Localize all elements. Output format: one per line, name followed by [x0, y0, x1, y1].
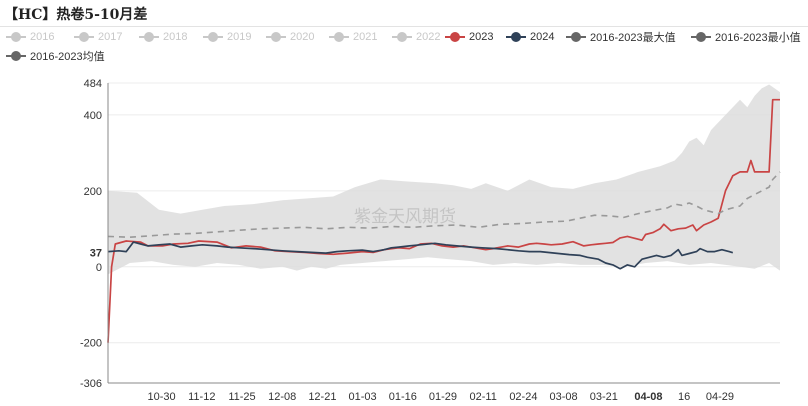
- y-tick-label: -200: [80, 338, 102, 350]
- legend-label: 2016-2023均值: [30, 51, 105, 63]
- legend-marker-icon: [74, 31, 94, 43]
- x-tick-label: 10-30: [148, 391, 176, 403]
- legend-item-2021[interactable]: 2021: [329, 29, 377, 45]
- legend-item-2018[interactable]: 2018: [139, 29, 187, 45]
- y-tick-label: 37: [90, 248, 102, 260]
- legend-marker-icon: [566, 31, 586, 43]
- line-layer: [107, 98, 781, 343]
- title-divider: [0, 26, 808, 27]
- x-tick-label: 12-08: [268, 391, 296, 403]
- legend-marker-icon: [445, 31, 465, 43]
- legend-item-2020[interactable]: 2020: [266, 29, 314, 45]
- legend-item-2019[interactable]: 2019: [203, 29, 251, 45]
- legend-marker-icon: [6, 50, 26, 62]
- watermark: 紫金天风期货: [354, 207, 456, 227]
- y-tick-label: 0: [96, 262, 102, 274]
- series-line-2024: [107, 241, 734, 270]
- y-tick-label: -306: [80, 378, 102, 390]
- legend-marker-icon: [506, 31, 526, 43]
- legend-label: 2016-2023最大值: [590, 32, 676, 44]
- series-line-2023: [107, 98, 780, 343]
- legend-label: 2016-2023最小值: [715, 32, 801, 44]
- max-min-band: [108, 84, 780, 275]
- chart-title: 【HC】热卷5-10月差: [4, 7, 148, 23]
- legend-marker-icon: [392, 31, 412, 43]
- legend-item-2016-2023最小值[interactable]: 2016-2023最小值: [691, 29, 801, 45]
- legend-label: 2020: [290, 31, 315, 43]
- legend-label: 2021: [353, 31, 378, 43]
- x-tick-label: 01-16: [389, 391, 417, 403]
- x-tick-label: 01-29: [429, 391, 457, 403]
- legend-item-2017[interactable]: 2017: [74, 29, 122, 45]
- legend-marker-icon: [6, 31, 26, 43]
- series-line-2016-2023均值: [107, 171, 781, 238]
- legend-marker-icon: [139, 31, 159, 43]
- band-layer: [108, 84, 780, 275]
- legend-label: 2016: [30, 31, 55, 43]
- legend-label: 2019: [227, 31, 252, 43]
- legend-item-2023[interactable]: 2023: [445, 29, 493, 45]
- x-tick-label: 11-25: [228, 391, 255, 403]
- legend-marker-icon: [329, 31, 349, 43]
- x-tick-label: 02-24: [509, 391, 537, 403]
- legend-marker-icon: [203, 31, 223, 43]
- x-tick-label: 03-21: [590, 391, 618, 403]
- legend-item-2016-2023均值[interactable]: 2016-2023均值: [6, 48, 105, 64]
- x-tick-label: 01-03: [349, 391, 377, 403]
- y-tick-label: 484: [84, 78, 102, 90]
- x-tick-label: 16: [678, 391, 690, 403]
- legend-label: 2018: [163, 31, 188, 43]
- legend-label: 2024: [530, 31, 555, 43]
- legend-item-2024[interactable]: 2024: [506, 29, 554, 45]
- legend-label: 2022: [416, 31, 441, 43]
- legend-label: 2023: [469, 31, 494, 43]
- legend-marker-icon: [266, 31, 286, 43]
- x-tick-label: 02-11: [470, 391, 497, 403]
- x-tick-label: 04-29: [706, 391, 734, 403]
- x-tick-label: 12-21: [308, 391, 336, 403]
- legend-item-2016[interactable]: 2016: [6, 29, 54, 45]
- x-tick-label: 11-12: [188, 391, 215, 403]
- x-tick-label: 04-08: [634, 391, 662, 403]
- legend-marker-icon: [691, 31, 711, 43]
- y-tick-label: 200: [84, 186, 102, 198]
- x-tick-label: 03-08: [550, 391, 578, 403]
- legend-item-2022[interactable]: 2022: [392, 29, 440, 45]
- y-tick-label: 400: [84, 110, 102, 122]
- legend-label: 2017: [98, 31, 123, 43]
- axis-layer: -306 -200 0 37 200 400 484 10-30 11-12 11-25 12-08…: [80, 78, 780, 403]
- legend-item-2016-2023最大值[interactable]: 2016-2023最大值: [566, 29, 676, 45]
